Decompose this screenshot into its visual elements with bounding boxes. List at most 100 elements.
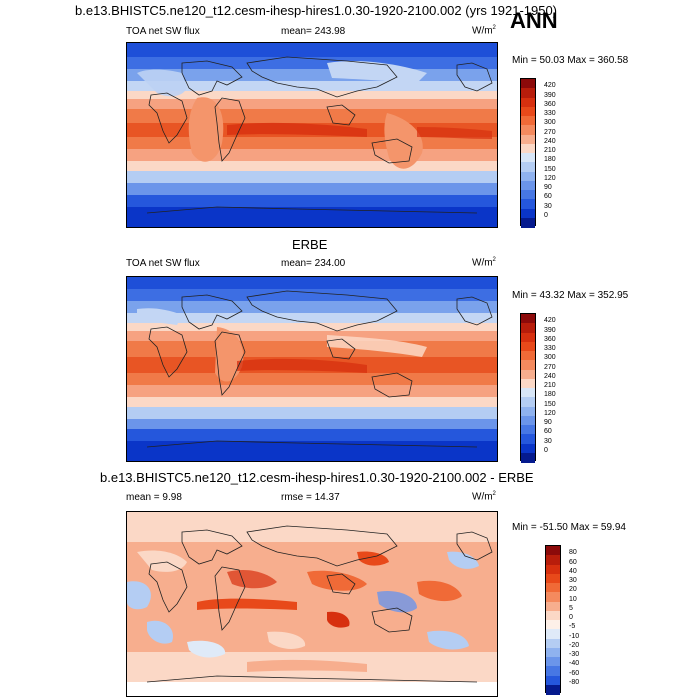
panel2-colorbar-swatch [521, 351, 535, 361]
panel3-colorbar-tick: -10 [569, 632, 580, 640]
panel2-colorbar-swatch [521, 332, 535, 343]
panel3-colorbar-swatch [546, 666, 560, 676]
panel1-units: W/m2 [472, 25, 496, 37]
panel2-colorbar-tick: 120 [544, 409, 556, 417]
panel3-colorbar-swatch [546, 601, 560, 612]
panel2-colorbar-tick: 300 [544, 354, 556, 362]
panel2-colorbar-tick: 210 [544, 382, 556, 389]
panel1-colorbar-tick: 150 [544, 165, 556, 173]
panel3-colorbar-tick: 20 [569, 586, 577, 594]
panel1-colorbar: 420 390 360 330 300 270 240 210 180 150 120 90 60 30 0 [520, 78, 590, 228]
panel3-colorbar-tick: 40 [569, 567, 577, 575]
panel3-colorbar-tick: 60 [569, 558, 577, 566]
panel1-colorbar-swatch [521, 180, 535, 191]
panel2-colorbar-tick: 360 [544, 335, 556, 343]
panel1-colorbar-tick: 300 [544, 119, 556, 127]
panel2-minmax: Min = 43.32 Max = 352.95 [512, 290, 629, 301]
panel3-colorbar-tick: -80 [569, 678, 580, 686]
panel2-field-label: TOA net SW flux [126, 258, 200, 269]
panel3-colorbar-tick: -30 [569, 651, 580, 658]
panel1-colorbar-swatch [521, 199, 535, 209]
panel2-colorbar-tick: 90 [544, 419, 552, 426]
panel3-colorbar-swatch [546, 610, 560, 621]
panel3-colorbar-swatch [546, 592, 560, 602]
panel2-colorbar-tick: 180 [544, 391, 556, 399]
panel1-colorbar-swatch [521, 106, 535, 117]
panel2-colorbar-tick: 60 [544, 428, 552, 436]
panel3-colorbar-tick: 0 [569, 614, 573, 621]
panel3-minmax: Min = -51.50 Max = 59.94 [512, 522, 626, 533]
panel1-colorbar-tick: 30 [544, 202, 552, 210]
panel1-field-label: TOA net SW flux [126, 26, 200, 37]
panel1-colorbar-tick: 360 [544, 100, 556, 108]
panel1-colorbar-swatch [521, 116, 535, 126]
panel3-units: W/m2 [472, 491, 496, 503]
panel1-colorbar-swatch [521, 88, 535, 98]
panel3-colorbar-swatches [545, 545, 561, 695]
panel2-colorbar-tick: 330 [544, 345, 556, 352]
panel2-colorbar-tick: 240 [544, 372, 556, 380]
panel1-map [126, 42, 498, 228]
panel2-mean: mean= 234.00 [281, 258, 346, 269]
panel3-colorbar-tick: 10 [569, 595, 577, 603]
panel1-colorbar-tick: 180 [544, 156, 556, 164]
panel3-colorbar-tick: -60 [569, 669, 580, 677]
panel1-colorbar-tick: 120 [544, 174, 556, 182]
panel3-colorbar-tick: -20 [569, 641, 580, 649]
panel1-colorbar-tick: 390 [544, 91, 556, 99]
panel1-colorbar-tick: 420 [544, 82, 556, 90]
panel2-colorbar-tick: 150 [544, 400, 556, 408]
panel2-title: ERBE [292, 237, 328, 252]
panel2-colorbar-tick: 390 [544, 326, 556, 334]
panel1-colorbar-swatch [521, 125, 535, 135]
panel3-colorbar-swatch [546, 684, 560, 695]
panel1-colorbar-swatch [521, 79, 535, 89]
panel3-colorbar-swatch [546, 583, 560, 593]
panel1-colorbar-tick: 60 [544, 193, 552, 201]
panel2-units: W/m2 [472, 257, 496, 269]
panel2-colorbar-tick: 270 [544, 363, 556, 371]
panel1-colorbar-swatch [521, 134, 535, 145]
panel2-colorbar-swatch [521, 369, 535, 380]
panel3-colorbar-tick: 80 [569, 549, 577, 557]
panel3-colorbar-tick: 30 [569, 577, 577, 584]
panel1-colorbar-swatch [521, 217, 535, 228]
panel2-colorbar-swatch [521, 341, 535, 352]
panel3-title: b.e13.BHISTC5.ne120_t12.cesm-ihesp-hires… [100, 470, 534, 485]
panel2-colorbar-swatch [521, 425, 535, 435]
panel2-colorbar-swatch [521, 323, 535, 333]
panel2-colorbar: 420 390 360 330 300 270 240 210 180 150 120 90 60 30 0 [520, 313, 590, 463]
panel3-colorbar-swatch [546, 573, 560, 584]
panel3-colorbar-swatch [546, 675, 560, 686]
panel2-colorbar-swatch [521, 388, 535, 398]
panel1-colorbar-swatch [521, 162, 535, 172]
panel2-map [126, 276, 498, 462]
panel1-colorbar-tick: 0 [544, 211, 548, 219]
panel2-colorbar-swatches [520, 313, 536, 463]
panel3-map-graphic [127, 512, 497, 696]
panel2-colorbar-swatch [521, 434, 535, 444]
panel1-colorbar-swatch [521, 208, 535, 219]
panel1-minmax: Min = 50.03 Max = 360.58 [512, 55, 629, 66]
panel3-mean: mean = 9.98 [126, 492, 182, 503]
panel1-colorbar-swatches [520, 78, 536, 228]
panel3-colorbar-swatch [546, 638, 560, 649]
panel3-colorbar-swatch [546, 546, 560, 556]
panel1-colorbar-swatch [521, 153, 535, 163]
panel1-colorbar-swatch [521, 171, 535, 182]
panel1-colorbar-tick: 90 [544, 184, 552, 191]
panel1-title: b.e13.BHISTC5.ne120_t12.cesm-ihesp-hires… [75, 3, 558, 18]
panel2-colorbar-tick: 0 [544, 446, 548, 454]
panel3-colorbar-tick: -5 [569, 623, 576, 631]
panel3-colorbar-tick: 5 [569, 604, 573, 612]
panel2-colorbar-swatch [521, 452, 535, 463]
panel2-colorbar-swatch [521, 443, 535, 454]
panel1-colorbar-swatch [521, 97, 535, 108]
panel3-colorbar-swatch [546, 647, 560, 658]
panel3-colorbar-swatch [546, 629, 560, 639]
panel2-colorbar-swatch [521, 406, 535, 417]
panel1-colorbar-tick: 270 [544, 128, 556, 136]
panel1-colorbar-tick: 240 [544, 137, 556, 145]
panel1-map-graphic [127, 43, 497, 227]
panel3-colorbar-swatch [546, 657, 560, 667]
